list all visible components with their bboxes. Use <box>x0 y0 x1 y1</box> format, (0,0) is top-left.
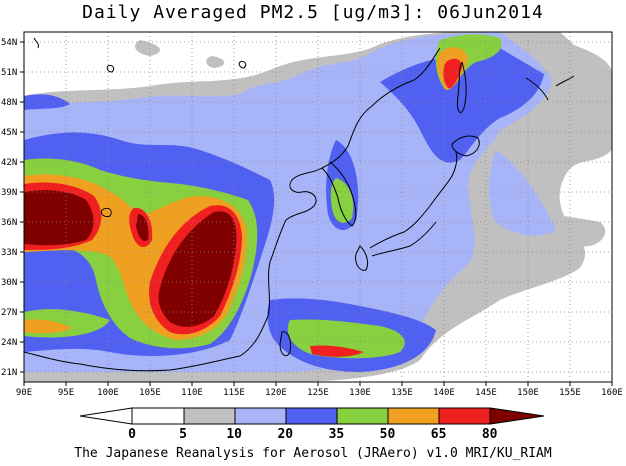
colorbar-level-label: 80 <box>482 427 498 442</box>
colorbar-bin-20-35 <box>285 407 338 425</box>
colorbar-level-label: 35 <box>329 427 345 442</box>
lon-tick-label: 95E <box>58 388 74 398</box>
colorbar-arrow-high <box>489 407 545 425</box>
colorbar-level-label: 65 <box>431 427 447 442</box>
longitude-tick-labels: 90E 95E 100E 105E 110E 115E 120E 125E 130E 135E 14… <box>16 382 623 398</box>
lat-tick-label: 48N <box>1 98 17 108</box>
lon-tick-label: 160E <box>601 388 623 398</box>
lat-tick-label: 54N <box>1 38 17 48</box>
lon-tick-label: 110E <box>181 388 203 398</box>
colorbar-level-label: 0 <box>128 427 136 442</box>
colorbar-tick-labels: 0 5 10 20 35 50 65 80 <box>128 427 498 442</box>
lat-tick-label: 36N <box>1 218 17 228</box>
colorbar-bin-10-20 <box>234 407 287 425</box>
lon-tick-label: 115E <box>223 388 245 398</box>
lat-tick-label: 51N <box>1 68 17 78</box>
lon-tick-label: 100E <box>97 388 119 398</box>
colorbar-bin-35-50 <box>336 407 389 425</box>
lat-tick-label: 24N <box>1 338 17 348</box>
lon-tick-label: 90E <box>16 388 32 398</box>
lon-tick-label: 120E <box>265 388 287 398</box>
colorbar: 0 5 10 20 35 50 65 80 <box>79 407 545 442</box>
latitude-tick-labels: 54N 51N 48N 45N 42N 39N 36N 33N 30N 27N 24N 21N <box>1 38 24 378</box>
lat-tick-label: 33N <box>1 248 17 258</box>
colorbar-arrow-low <box>79 407 133 425</box>
colorbar-level-label: 5 <box>179 427 187 442</box>
lon-tick-label: 140E <box>433 388 455 398</box>
colorbar-level-label: 50 <box>380 427 396 442</box>
lon-tick-label: 105E <box>139 388 161 398</box>
lon-tick-label: 125E <box>307 388 329 398</box>
lat-tick-label: 39N <box>1 188 17 198</box>
lon-tick-label: 130E <box>349 388 371 398</box>
colorbar-bin-0-5 <box>131 407 185 425</box>
colorbar-level-label: 10 <box>226 427 242 442</box>
colorbar-bin-5-10 <box>183 407 236 425</box>
lat-tick-label: 45N <box>1 128 17 138</box>
contour-level-80 <box>24 190 94 246</box>
lat-tick-label: 21N <box>1 368 17 378</box>
lon-tick-label: 135E <box>391 388 413 398</box>
lat-tick-label: 27N <box>1 308 17 318</box>
lon-tick-label: 145E <box>475 388 497 398</box>
colorbar-bin-50-65 <box>387 407 440 425</box>
lon-tick-label: 150E <box>517 388 539 398</box>
lat-tick-label: 42N <box>1 158 17 168</box>
pm25-contours <box>24 32 612 382</box>
lat-tick-label: 30N <box>1 278 17 288</box>
footer-credit: The Japanese Reanalysis for Aerosol (JRA… <box>74 446 552 461</box>
coastlines <box>24 37 575 372</box>
map-title: Daily Averaged PM2.5 [ug/m3]: 06Jun2014 <box>82 2 544 23</box>
lon-tick-label: 155E <box>559 388 581 398</box>
colorbar-bin-65-80 <box>438 407 491 425</box>
colorbar-level-label: 20 <box>277 427 293 442</box>
